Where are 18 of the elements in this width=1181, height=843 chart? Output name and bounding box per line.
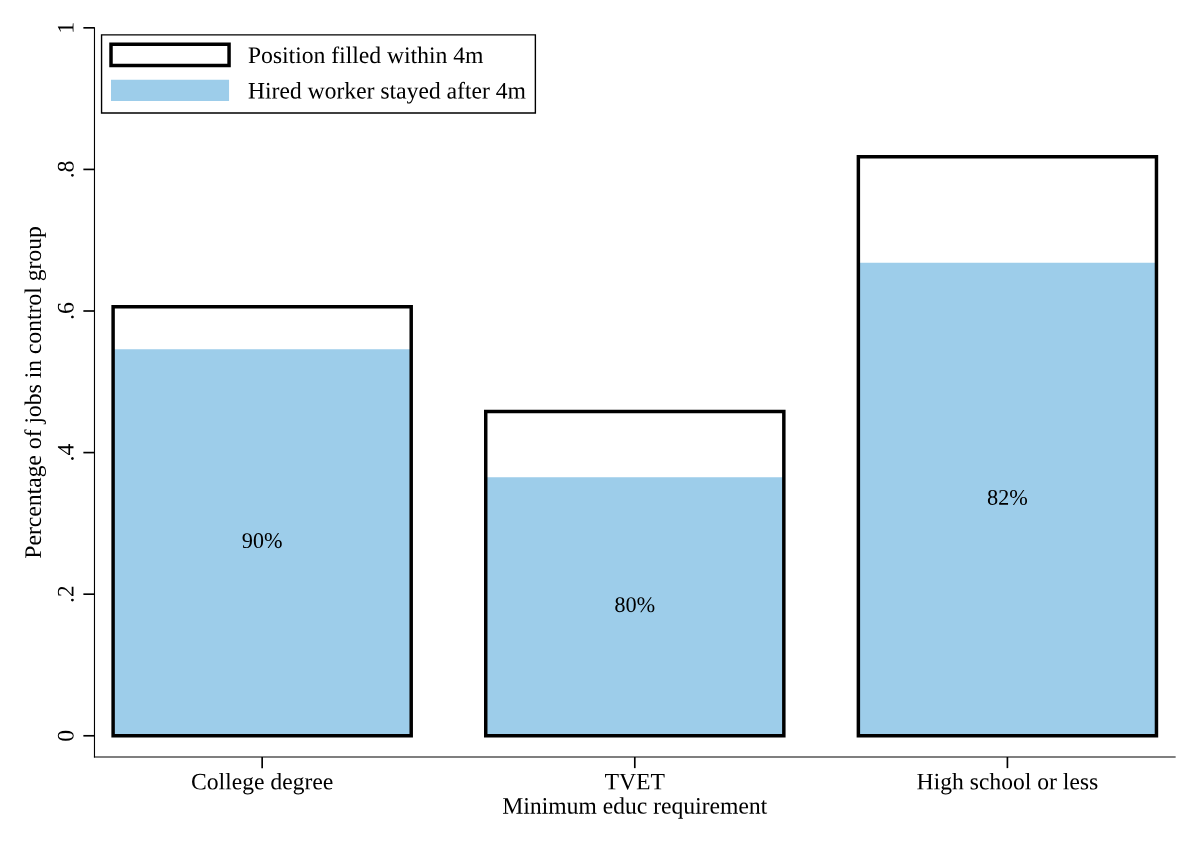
- y-tick-label: .6: [57, 302, 74, 319]
- annotation: 80%: [615, 597, 655, 613]
- y-axis-title: Percentage of jobs in control group: [24, 227, 46, 558]
- annotation: 82%: [987, 489, 1028, 505]
- y-tick-label: .2: [57, 586, 74, 602]
- x-axis-title: Minimum educ requirement: [503, 797, 768, 819]
- x-tick-label: High school or less: [917, 772, 1098, 795]
- legend-label: Hired worker stayed after 4m: [248, 81, 526, 104]
- y-tick-label: 1: [57, 23, 74, 32]
- y-tick-label: .8: [57, 161, 74, 177]
- legend-label: Position filled within 4m: [248, 46, 484, 64]
- x-tick-label: TVET: [605, 773, 665, 790]
- bar: [485, 477, 784, 736]
- y-tick-label: .4: [57, 444, 74, 460]
- annotation: 90%: [242, 533, 282, 549]
- x-tick-label: College degree: [192, 772, 333, 795]
- y-tick-label: 0: [57, 730, 74, 741]
- bar: [858, 262, 1157, 736]
